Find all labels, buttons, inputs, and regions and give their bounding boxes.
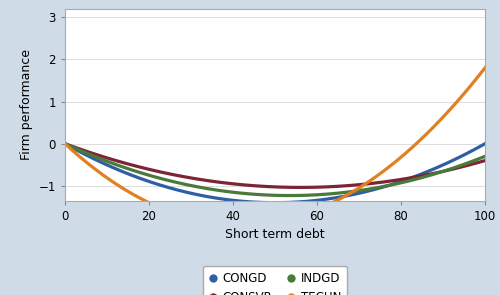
INDGD — [313, 193, 319, 197]
CONSVR — [407, 176, 413, 180]
CONGD — [313, 199, 319, 202]
TECHN — [238, 223, 244, 227]
TECHN — [482, 66, 488, 70]
CONSVR — [298, 186, 304, 189]
Y-axis label: Firm performance: Firm performance — [20, 49, 33, 160]
CONSVR — [262, 185, 268, 188]
CONGD — [290, 201, 296, 204]
CONGD — [407, 176, 413, 180]
INDGD — [264, 193, 270, 197]
TECHN — [262, 222, 268, 225]
INDGD — [262, 193, 268, 197]
Line: CONSVR: CONSVR — [65, 144, 485, 187]
CONGD — [272, 201, 278, 204]
CONSVR — [264, 185, 270, 188]
TECHN — [313, 208, 319, 212]
CONGD — [482, 142, 488, 145]
TECHN — [472, 78, 478, 81]
Line: TECHN: TECHN — [65, 68, 485, 225]
TECHN — [290, 216, 296, 219]
Line: INDGD: INDGD — [65, 144, 485, 196]
CONGD — [264, 201, 270, 204]
CONSVR — [313, 186, 319, 189]
INDGD — [472, 158, 478, 162]
INDGD — [286, 194, 292, 197]
TECHN — [62, 142, 68, 145]
TECHN — [265, 221, 271, 224]
CONSVR — [62, 142, 68, 145]
X-axis label: Short term debt: Short term debt — [225, 228, 325, 241]
CONGD — [472, 147, 478, 150]
CONSVR — [472, 161, 478, 165]
TECHN — [407, 148, 413, 151]
Line: CONGD: CONGD — [65, 144, 485, 203]
CONGD — [262, 201, 268, 204]
CONSVR — [482, 159, 488, 162]
Legend: CONGD, CONSVR, INDGD, TECHN: CONGD, CONSVR, INDGD, TECHN — [203, 266, 347, 295]
CONSVR — [290, 186, 296, 189]
INDGD — [482, 155, 488, 158]
INDGD — [290, 194, 296, 197]
INDGD — [407, 179, 413, 182]
INDGD — [62, 142, 68, 145]
CONGD — [62, 142, 68, 145]
